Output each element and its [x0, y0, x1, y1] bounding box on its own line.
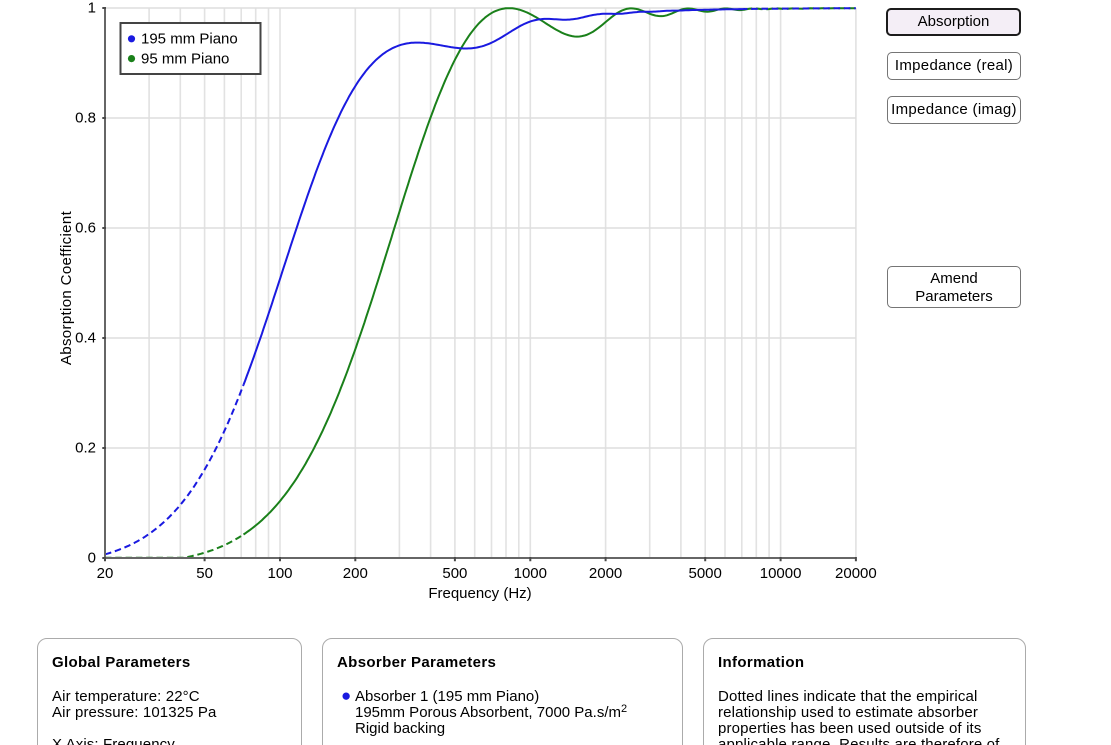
- svg-text:1: 1: [88, 0, 96, 17]
- svg-text:500: 500: [442, 565, 467, 582]
- svg-text:50: 50: [196, 565, 213, 582]
- svg-text:0.2: 0.2: [75, 440, 96, 457]
- svg-text:2000: 2000: [589, 565, 622, 582]
- svg-text:0: 0: [88, 550, 96, 567]
- svg-text:200: 200: [343, 565, 368, 582]
- svg-text:0.6: 0.6: [75, 220, 96, 237]
- svg-text:95 mm Piano: 95 mm Piano: [141, 50, 229, 67]
- svg-text:5000: 5000: [689, 565, 722, 582]
- svg-text:100: 100: [267, 565, 292, 582]
- svg-text:10000: 10000: [760, 565, 802, 582]
- svg-text:20: 20: [97, 565, 114, 582]
- svg-text:195 mm Piano: 195 mm Piano: [141, 31, 238, 48]
- svg-text:20000: 20000: [835, 565, 877, 582]
- svg-text:Absorption Coefficient: Absorption Coefficient: [58, 210, 75, 365]
- svg-text:0.8: 0.8: [75, 110, 96, 127]
- svg-text:Frequency (Hz): Frequency (Hz): [428, 585, 531, 602]
- svg-text:1000: 1000: [514, 565, 547, 582]
- svg-text:0.4: 0.4: [75, 330, 96, 347]
